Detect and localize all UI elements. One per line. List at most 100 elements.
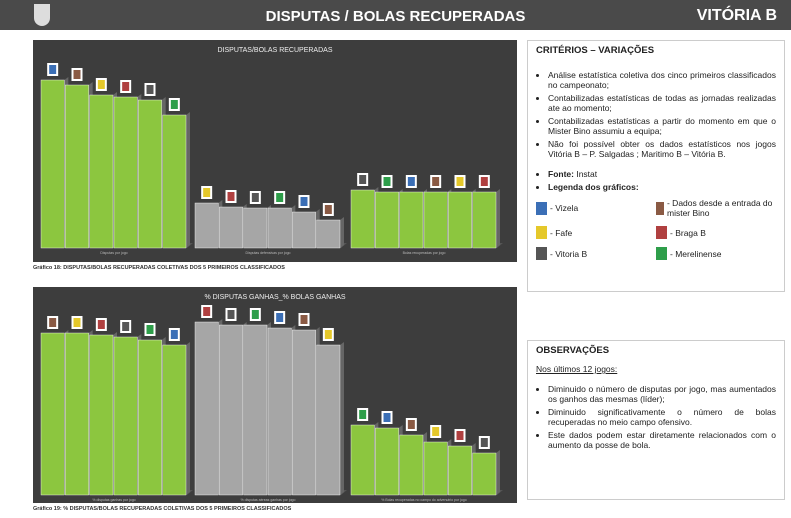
chart: % DISPUTAS GANHAS_% BOLAS GANHAS % disput…: [33, 287, 517, 503]
chart-title: DISPUTAS/BOLAS RECUPERADAS: [217, 47, 332, 54]
bar: [316, 219, 341, 249]
team-badge: [73, 318, 81, 327]
legend-item: - Vizela: [536, 198, 656, 218]
group-label: Disputas defensivas por jogo: [246, 251, 291, 255]
team-badge: [324, 330, 332, 339]
chart-title: % DISPUTAS GANHAS_% BOLAS GANHAS: [204, 294, 345, 301]
bar-side: [340, 342, 344, 495]
bar: [89, 334, 114, 496]
team-badge: [170, 330, 178, 339]
text: Instat: [576, 169, 598, 179]
legend-label: - Vizela: [550, 203, 579, 213]
item: Diminuido o número de disputas por jogo,…: [548, 384, 776, 404]
team-badge: [97, 80, 105, 89]
bar: [375, 427, 399, 496]
bar-side: [496, 450, 500, 495]
item: Contabilizadas estatísticas a partir do …: [548, 116, 776, 136]
bar-side: [496, 189, 500, 248]
bar: [89, 94, 114, 249]
team-badge: [359, 175, 367, 184]
bar: [423, 441, 448, 496]
team-badge: [49, 65, 57, 74]
bar: [40, 79, 65, 249]
caption: Gráfico 18: DISPUTAS/BOLAS RECUPERADAS C…: [33, 265, 285, 271]
team-badge: [146, 85, 154, 94]
legend-label: - Dados desde a entrada do mister Bino: [666, 198, 773, 218]
legend-icon: [656, 247, 667, 260]
team-badge: [432, 177, 440, 186]
bar: [138, 99, 162, 249]
item: Análise estatística coletiva dos cinco p…: [548, 70, 776, 90]
legend-item: - Dados desde a entrada do mister Bino: [656, 198, 776, 218]
bar: [423, 191, 448, 249]
item: Contabilizadas estatísticas de todas as …: [548, 93, 776, 113]
heading: CRITÉRIOS – VARIAÇÕES: [536, 45, 655, 56]
subtitle: Nos últimos 12 jogos:: [536, 364, 618, 374]
team-badge: [276, 193, 284, 202]
bar: [40, 332, 65, 496]
label: Fonte:: [548, 169, 574, 179]
list: Fonte: Instat Legenda dos gráficos:: [536, 169, 776, 192]
bar: [65, 332, 89, 496]
bar: [316, 344, 341, 496]
title: DISPUTAS / BOLAS RECUPERADAS: [265, 8, 526, 25]
criteria-box: CRITÉRIOS – VARIAÇÕES Análise estatístic…: [527, 40, 785, 292]
logo: [34, 4, 50, 26]
group-label: % disputas ganhas por jogo: [92, 498, 135, 502]
legend-label: - Fafe: [550, 227, 573, 238]
bar: [243, 324, 268, 496]
team-badge: [276, 313, 284, 322]
legend-item: - Braga B: [656, 226, 776, 239]
legend-label: - Merelinense: [670, 248, 722, 259]
legend-icon: [536, 201, 547, 215]
item: Fonte: Instat: [548, 169, 776, 179]
team: VITÓRIA B: [696, 7, 777, 24]
bar: [243, 207, 268, 249]
header: DISPUTAS / BOLAS RECUPERADAS VITÓRIA B: [0, 0, 791, 30]
team-badge: [407, 420, 415, 429]
item: Não foi possível obter os dados estatíst…: [548, 139, 776, 159]
bar-side: [340, 217, 344, 248]
group-label: % disputas aéreas ganhas por jogo: [241, 498, 296, 502]
list: Análise estatística coletiva dos cinco p…: [536, 70, 776, 159]
legend-icon: [536, 226, 547, 239]
legend-icon: [656, 201, 664, 215]
bar: [375, 191, 399, 249]
bar: [138, 339, 162, 496]
legend-item: - Fafe: [536, 226, 656, 239]
bar: [292, 211, 316, 249]
team-badge: [300, 197, 308, 206]
legend-icon: [536, 247, 547, 260]
legend-item: - Vitoria B: [536, 247, 656, 260]
bar: [194, 202, 219, 249]
team-badge: [480, 438, 488, 447]
chart: DISPUTAS/BOLAS RECUPERADAS Disputas por j…: [33, 40, 517, 262]
item: Este dados podem estar diretamente relac…: [548, 430, 776, 450]
legend: - Vizela - Dados desde a entrada do miste…: [536, 198, 776, 268]
bar: [448, 191, 472, 249]
team-badge: [73, 70, 81, 79]
team-badge: [251, 310, 259, 319]
team-badge: [97, 320, 105, 329]
team-badge: [383, 413, 391, 422]
bar: [448, 445, 472, 496]
legend-label: - Vitoria B: [550, 248, 588, 259]
bar: [162, 344, 187, 496]
group-label: Bolas recuperadas por jogo: [403, 251, 446, 255]
group-label: % Bolas recuperadas no campo do adversár…: [381, 498, 466, 502]
team-badge: [227, 192, 235, 201]
bar: [399, 191, 424, 249]
team-badge: [300, 315, 308, 324]
team-badge: [122, 82, 130, 91]
bar: [219, 206, 243, 249]
bar: [113, 336, 138, 496]
bar: [350, 189, 375, 249]
bar: [267, 327, 292, 496]
team-badge: [49, 318, 57, 327]
team-badge: [203, 307, 211, 316]
list: Diminuido o número de disputas por jogo,…: [536, 384, 776, 450]
team-badge: [251, 193, 259, 202]
team-badge: [359, 410, 367, 419]
bar: [194, 321, 219, 496]
